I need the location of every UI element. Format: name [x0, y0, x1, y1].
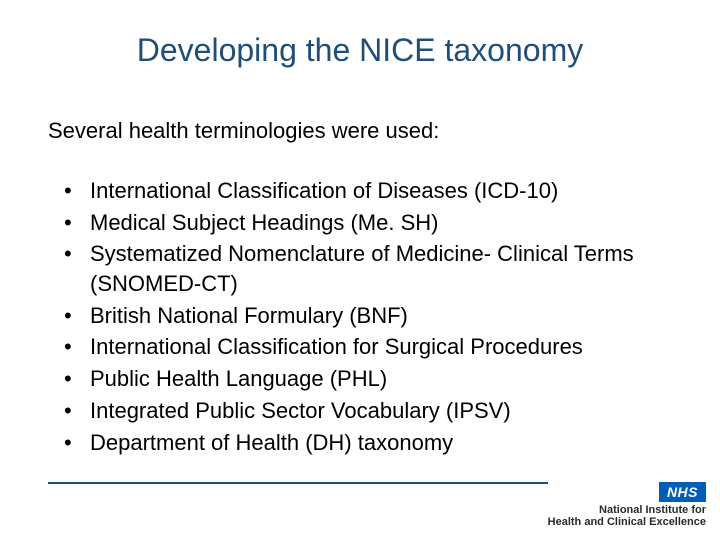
bullet-icon: • — [62, 239, 90, 269]
slide-subtitle: Several health terminologies were used: — [48, 118, 439, 144]
bullet-icon: • — [62, 396, 90, 426]
list-item: • Systematized Nomenclature of Medicine-… — [62, 239, 660, 298]
bullet-icon: • — [62, 208, 90, 238]
list-item: • International Classification of Diseas… — [62, 176, 660, 206]
bullet-text: Public Health Language (PHL) — [90, 364, 660, 394]
slide: Developing the NICE taxonomy Several hea… — [0, 0, 720, 540]
bullet-text: Medical Subject Headings (Me. SH) — [90, 208, 660, 238]
bullet-icon: • — [62, 428, 90, 458]
list-item: • Department of Health (DH) taxonomy — [62, 428, 660, 458]
list-item: • Integrated Public Sector Vocabulary (I… — [62, 396, 660, 426]
bullet-text: Department of Health (DH) taxonomy — [90, 428, 660, 458]
list-item: • International Classification for Surgi… — [62, 332, 660, 362]
list-item: • Public Health Language (PHL) — [62, 364, 660, 394]
bullet-text: Systematized Nomenclature of Medicine- C… — [90, 239, 660, 298]
slide-title: Developing the NICE taxonomy — [0, 32, 720, 69]
list-item: • British National Formulary (BNF) — [62, 301, 660, 331]
bullet-icon: • — [62, 332, 90, 362]
bullet-icon: • — [62, 301, 90, 331]
bullet-text: International Classification of Diseases… — [90, 176, 660, 206]
nhs-badge: NHS — [659, 482, 706, 502]
bullet-icon: • — [62, 176, 90, 206]
footer-logo: NHS National Institute for Health and Cl… — [548, 482, 706, 528]
logo-text-line2: Health and Clinical Excellence — [548, 516, 706, 528]
logo-text-line1: National Institute for — [548, 504, 706, 516]
bullet-text: Integrated Public Sector Vocabulary (IPS… — [90, 396, 660, 426]
bullet-text: International Classification for Surgica… — [90, 332, 660, 362]
bullet-icon: • — [62, 364, 90, 394]
list-item: • Medical Subject Headings (Me. SH) — [62, 208, 660, 238]
divider-line — [48, 482, 548, 484]
bullet-text: British National Formulary (BNF) — [90, 301, 660, 331]
bullet-list: • International Classification of Diseas… — [62, 176, 660, 459]
